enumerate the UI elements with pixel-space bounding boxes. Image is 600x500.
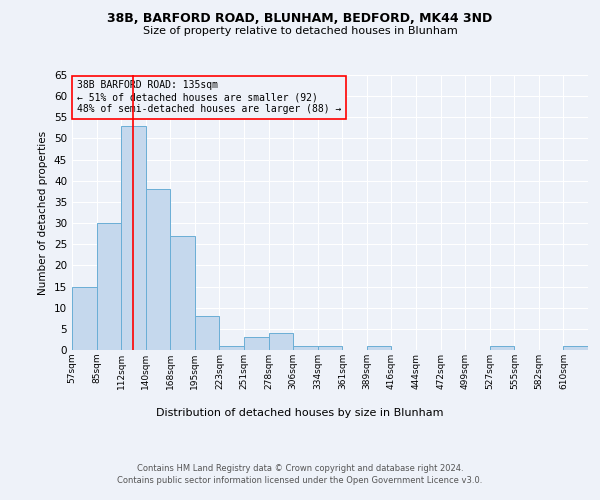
Bar (367, 346, 391, 350)
Text: Distribution of detached houses by size in Blunham: Distribution of detached houses by size … (156, 408, 444, 418)
Bar (220, 346, 244, 350)
Text: 38B, BARFORD ROAD, BLUNHAM, BEDFORD, MK44 3ND: 38B, BARFORD ROAD, BLUNHAM, BEDFORD, MK4… (107, 12, 493, 26)
Bar (121, 126, 146, 350)
Bar (269, 333, 293, 350)
Bar (195, 316, 220, 350)
Text: 38B BARFORD ROAD: 135sqm
← 51% of detached houses are smaller (92)
48% of semi-d: 38B BARFORD ROAD: 135sqm ← 51% of detach… (77, 80, 341, 114)
Bar (72, 286, 97, 350)
Bar (563, 346, 588, 350)
Bar (490, 346, 514, 350)
Text: Contains public sector information licensed under the Open Government Licence v3: Contains public sector information licen… (118, 476, 482, 485)
Bar (318, 346, 342, 350)
Bar (146, 189, 170, 350)
Text: Size of property relative to detached houses in Blunham: Size of property relative to detached ho… (143, 26, 457, 36)
Y-axis label: Number of detached properties: Number of detached properties (38, 130, 49, 294)
Bar (293, 346, 318, 350)
Bar (97, 223, 121, 350)
Text: Contains HM Land Registry data © Crown copyright and database right 2024.: Contains HM Land Registry data © Crown c… (137, 464, 463, 473)
Bar (244, 338, 269, 350)
Bar (170, 236, 195, 350)
